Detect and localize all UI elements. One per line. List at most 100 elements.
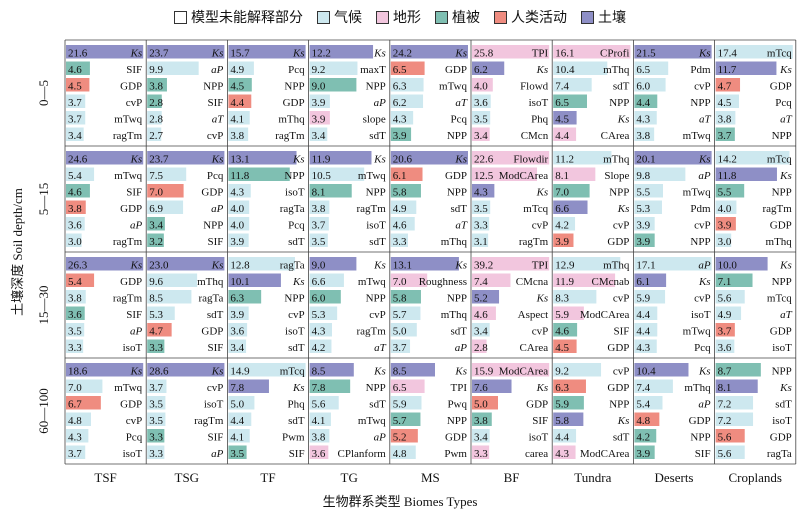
value-label: 8.5: [393, 366, 407, 378]
factor-label: mTcq: [523, 203, 548, 215]
value-label: 3.6: [68, 220, 82, 232]
bar: [228, 78, 252, 92]
value-label: 20.6: [393, 154, 413, 166]
value-label: 10.0: [718, 260, 738, 272]
factor-label: NPP: [447, 130, 467, 142]
factor-label: sdT: [775, 399, 792, 411]
bar: [390, 306, 421, 320]
value-label: 10.1: [230, 276, 249, 288]
bar: [147, 273, 198, 287]
factor-label: sdT: [369, 236, 386, 248]
factor-label: sdT: [451, 326, 468, 338]
value-label: 3.5: [474, 114, 488, 126]
factor-label: aP: [698, 170, 711, 182]
factor-label: NPP: [772, 276, 792, 288]
bar: [66, 200, 86, 214]
value-label: 4.4: [555, 432, 569, 444]
bar: [715, 290, 745, 304]
value-label: 12.9: [555, 260, 575, 272]
bar: [715, 306, 742, 320]
bar: [553, 339, 577, 353]
value-label: 6.3: [555, 382, 569, 394]
bar: [309, 445, 329, 459]
value-label: 5.8: [393, 187, 407, 199]
factor-label: SIF: [207, 97, 223, 109]
value-label: 7.2: [718, 415, 732, 427]
legend-swatch: [376, 10, 389, 24]
value-label: 3.1: [474, 236, 488, 248]
factor-label: cvP: [288, 309, 305, 321]
bar: [715, 217, 736, 231]
factor-label: Ks: [779, 382, 792, 394]
value-label: 3.0: [718, 236, 732, 248]
factor-label: GDP: [445, 64, 467, 76]
bar: [66, 445, 86, 459]
value-label: 6.1: [393, 170, 407, 182]
factor-label: Ks: [292, 276, 305, 288]
depth-label: 60—100: [36, 388, 51, 434]
factor-label: aT: [374, 342, 387, 354]
factor-label: aP: [130, 326, 143, 338]
value-label: 8.5: [149, 293, 163, 305]
value-label: 11.2: [555, 154, 574, 166]
value-label: 4.8: [393, 448, 407, 460]
bar: [472, 111, 491, 125]
factor-label: mTwq: [683, 326, 711, 338]
factor-label: CMcn: [521, 130, 549, 142]
factor-label: mTwq: [358, 415, 386, 427]
value-label: 13.1: [393, 260, 412, 272]
factor-label: CProfi: [600, 48, 629, 60]
bar: [147, 445, 165, 459]
factor-label: Flowdir: [513, 154, 548, 166]
value-label: 3.5: [474, 203, 488, 215]
value-label: 3.9: [230, 309, 244, 321]
factor-label: NPP: [447, 187, 467, 199]
factor-label: slope: [363, 114, 386, 126]
bar: [147, 45, 225, 59]
factor-label: isoT: [772, 342, 792, 354]
bar: [634, 200, 662, 214]
bar: [309, 412, 331, 426]
factor-label: cvP: [613, 293, 630, 305]
value-label: 4.9: [393, 203, 407, 215]
factor-label: Ks: [292, 154, 305, 166]
factor-label: NPP: [203, 220, 223, 232]
value-label: 9.2: [555, 366, 569, 378]
factor-label: Ks: [130, 366, 143, 378]
value-label: 2.8: [474, 342, 488, 354]
factor-label: ragTm: [356, 203, 386, 215]
bar: [309, 200, 330, 214]
factor-label: isoT: [285, 187, 305, 199]
value-label: 3.4: [474, 326, 488, 338]
factor-label: CMcna: [516, 276, 549, 288]
value-label: 4.5: [718, 97, 732, 109]
bar: [715, 363, 761, 377]
factor-label: Ks: [536, 187, 549, 199]
value-label: 5.2: [474, 293, 488, 305]
legend-label: 地形: [393, 11, 421, 26]
value-label: 2.8: [149, 97, 163, 109]
value-label: 3.5: [312, 236, 326, 248]
value-label: 3.9: [636, 236, 650, 248]
factor-label: aP: [130, 220, 143, 232]
bar: [390, 445, 416, 459]
bar: [390, 379, 425, 393]
factor-label: Ks: [130, 48, 143, 60]
bar: [147, 429, 165, 443]
bar: [472, 257, 550, 271]
bar: [472, 412, 492, 426]
bar: [228, 167, 290, 181]
bar: [553, 257, 621, 271]
factor-label: aP: [698, 399, 711, 411]
value-label: 3.9: [636, 220, 650, 232]
value-label: 3.3: [68, 342, 82, 354]
value-label: 5.9: [636, 293, 650, 305]
factor-label: CMcnab: [592, 276, 630, 288]
value-label: 7.0: [555, 187, 569, 199]
value-label: 3.5: [149, 399, 163, 411]
factor-label: isoT: [529, 432, 549, 444]
bar: [634, 233, 655, 247]
bar: [147, 412, 166, 426]
bar: [228, 200, 250, 214]
factor-label: NPP: [690, 236, 710, 248]
